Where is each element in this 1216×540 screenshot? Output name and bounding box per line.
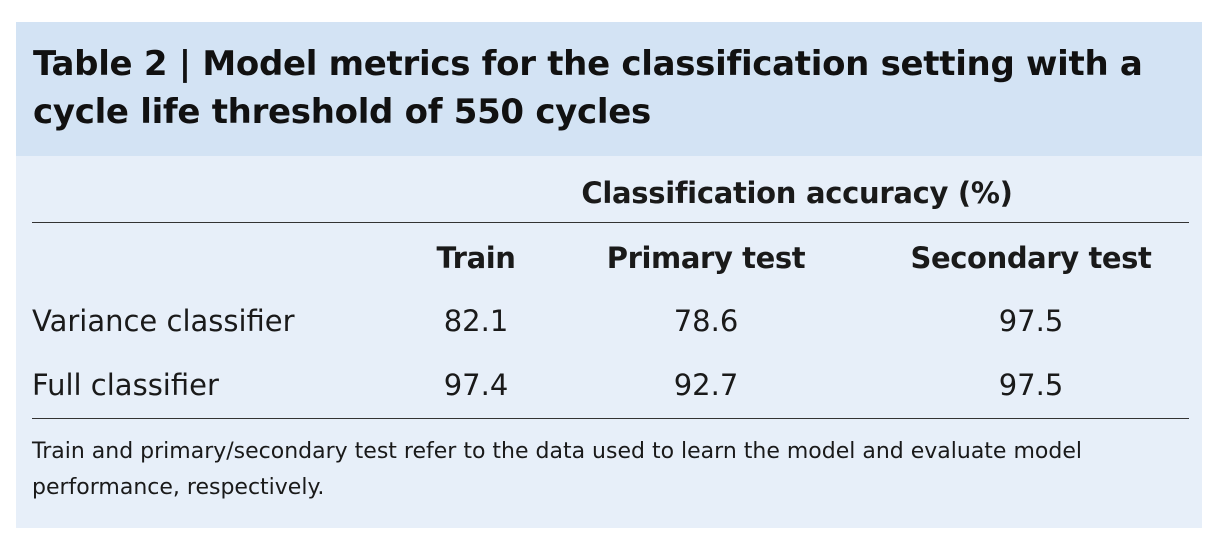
table-container: Table 2 | Model metrics for the classifi…: [16, 22, 1202, 528]
row-label-full-classifier: Full classifier: [32, 368, 219, 402]
column-group-header: Classification accuracy (%): [581, 176, 1013, 210]
cell-full-primary-test: 92.7: [673, 368, 739, 402]
cell-variance-primary-test: 78.6: [673, 304, 739, 338]
column-header-primary-test: Primary test: [606, 241, 806, 275]
title-band: Table 2 | Model metrics for the classifi…: [16, 22, 1202, 156]
table-bottom-rule: [32, 418, 1189, 419]
row-label-variance-classifier: Variance classifier: [32, 304, 295, 338]
header-divider: [32, 222, 1189, 223]
column-header-train: Train: [436, 241, 516, 275]
cell-full-secondary-test: 97.5: [998, 368, 1064, 402]
cell-variance-secondary-test: 97.5: [998, 304, 1064, 338]
table-footnote: Train and primary/secondary test refer t…: [32, 439, 1082, 500]
table-title: Table 2 | Model metrics for the classifi…: [33, 44, 1143, 132]
cell-variance-train: 82.1: [443, 304, 509, 338]
column-header-secondary-test: Secondary test: [910, 241, 1152, 275]
cell-full-train: 97.4: [443, 368, 509, 402]
